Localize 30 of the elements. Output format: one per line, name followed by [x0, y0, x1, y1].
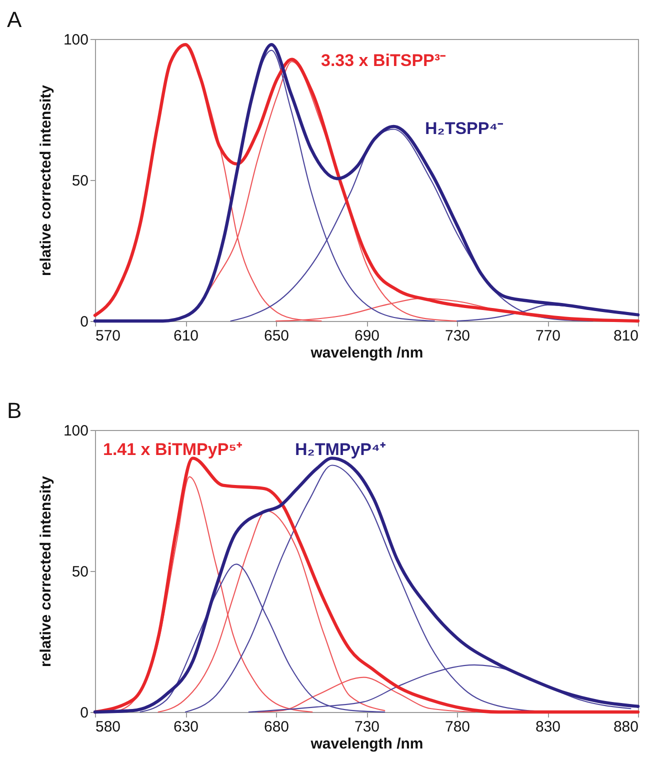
y-tick-label: 100 [63, 422, 88, 440]
y-tick-label: 0 [80, 314, 88, 330]
series-label: H₂TMPyP⁴⁺ [295, 440, 386, 459]
y-tick-label: 0 [80, 704, 88, 722]
series-label: 3.33 x BiTSPP³⁻ [321, 51, 446, 70]
x-tick-label: 810 [613, 328, 638, 344]
x-tick-label: 770 [535, 328, 561, 344]
x-tick-label: 610 [173, 328, 199, 344]
y-tick-label: 100 [63, 32, 88, 48]
y-axis-title: relative corrected intensity [37, 84, 54, 276]
x-tick-label: 730 [444, 328, 470, 344]
y-tick-label: 50 [72, 564, 88, 580]
x-tick-label: 830 [535, 718, 561, 736]
y-axis-title: relative corrected intensity [37, 475, 54, 667]
x-tick-label: 650 [264, 328, 290, 344]
x-axis-title: wavelength /nm [310, 736, 424, 752]
x-tick-label: 630 [173, 718, 199, 736]
x-tick-label: 880 [613, 718, 638, 736]
x-tick-label: 580 [96, 718, 121, 736]
x-tick-label: 570 [96, 328, 121, 344]
x-tick-label: 680 [264, 718, 290, 736]
x-tick-label: 730 [354, 718, 380, 736]
series-label: 1.41 x BiTMPyP⁵⁺ [103, 440, 243, 459]
series-label: H₂TSPP⁴⁻ [425, 119, 504, 138]
chart-title: B [7, 398, 22, 423]
y-tick-label: 50 [72, 172, 88, 190]
chart-title: A [7, 7, 22, 32]
x-tick-label: 780 [444, 718, 470, 736]
x-tick-label: 690 [354, 328, 380, 344]
x-axis-title: wavelength /nm [310, 344, 424, 362]
